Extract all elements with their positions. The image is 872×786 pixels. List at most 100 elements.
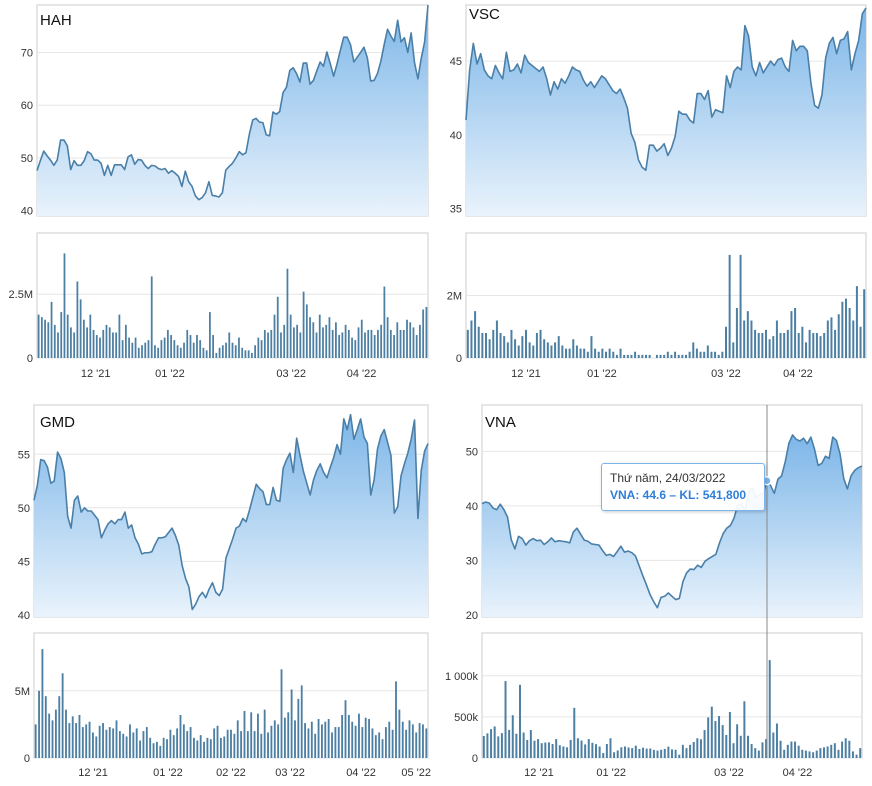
volume-bar[interactable]	[656, 750, 659, 758]
volume-bar[interactable]	[105, 729, 108, 758]
volume-bar[interactable]	[808, 329, 811, 359]
volume-bar[interactable]	[735, 308, 738, 358]
volume-bar[interactable]	[73, 332, 76, 358]
volume-bar[interactable]	[823, 333, 826, 358]
volume-bar[interactable]	[208, 312, 211, 358]
volume-bar[interactable]	[334, 727, 337, 758]
volume-bar[interactable]	[50, 301, 53, 358]
volume-bar[interactable]	[783, 333, 786, 358]
volume-bar[interactable]	[677, 354, 680, 359]
volume-bar[interactable]	[645, 354, 647, 359]
volume-bar[interactable]	[728, 254, 731, 359]
volume-bar[interactable]	[703, 351, 706, 358]
volume-bar[interactable]	[283, 324, 286, 358]
volume-bar[interactable]	[163, 337, 166, 358]
volume-bar[interactable]	[98, 725, 101, 758]
volume-bar[interactable]	[228, 332, 231, 358]
volume-bar[interactable]	[566, 747, 569, 758]
volume-bar[interactable]	[82, 319, 85, 358]
volume-bar[interactable]	[841, 741, 844, 758]
volume-bar[interactable]	[411, 724, 414, 758]
volume-bar[interactable]	[405, 729, 408, 758]
volume-bar[interactable]	[648, 354, 651, 359]
volume-bar[interactable]	[525, 329, 527, 359]
volume-bar[interactable]	[499, 333, 502, 358]
volume-bar[interactable]	[681, 354, 684, 359]
volume-bar[interactable]	[79, 299, 82, 358]
volume-bar[interactable]	[172, 735, 175, 758]
volume-bar[interactable]	[830, 744, 833, 758]
volume-bar[interactable]	[837, 749, 840, 758]
volume-bar[interactable]	[108, 727, 111, 758]
volume-bar[interactable]	[160, 340, 163, 358]
volume-bar[interactable]	[357, 327, 360, 358]
volume-bar[interactable]	[508, 729, 511, 759]
volume-bar[interactable]	[557, 336, 560, 359]
volume-bar[interactable]	[233, 733, 236, 758]
volume-bar[interactable]	[717, 354, 720, 359]
volume-bar[interactable]	[757, 750, 760, 758]
volume-bar[interactable]	[529, 730, 532, 758]
volume-bar[interactable]	[383, 286, 386, 358]
volume-bar[interactable]	[562, 746, 565, 758]
volume-bar[interactable]	[219, 737, 222, 758]
volume-bar[interactable]	[389, 329, 392, 358]
volume-bar[interactable]	[823, 747, 825, 758]
volume-bar[interactable]	[645, 748, 648, 759]
volume-bar[interactable]	[388, 721, 391, 758]
volume-bar[interactable]	[398, 709, 401, 758]
volume-bar[interactable]	[616, 750, 619, 758]
volume-bar[interactable]	[681, 744, 684, 758]
volume-bar[interactable]	[51, 720, 54, 758]
volume-bar[interactable]	[747, 735, 749, 758]
volume-bar[interactable]	[415, 732, 418, 758]
volume-bar[interactable]	[804, 750, 807, 758]
volume-bar[interactable]	[263, 329, 266, 358]
volume-bar[interactable]	[286, 268, 289, 358]
volume-bar[interactable]	[565, 348, 567, 359]
volume-bar[interactable]	[666, 351, 669, 358]
volume-bar[interactable]	[477, 326, 480, 358]
volume-bar[interactable]	[422, 309, 425, 358]
volume-bar[interactable]	[145, 727, 148, 758]
volume-bar[interactable]	[526, 739, 529, 758]
volume-bar[interactable]	[68, 723, 71, 758]
volume-bar[interactable]	[692, 741, 695, 758]
volume-bar[interactable]	[374, 735, 377, 758]
volume-bar[interactable]	[335, 322, 337, 358]
volume-bar[interactable]	[743, 701, 746, 758]
volume-bar[interactable]	[511, 715, 514, 758]
volume-bar[interactable]	[601, 348, 604, 359]
volume-bar[interactable]	[746, 311, 749, 359]
volume-bar[interactable]	[514, 339, 517, 358]
volume-bar[interactable]	[841, 301, 844, 358]
volume-bar[interactable]	[503, 336, 506, 359]
volume-bar[interactable]	[351, 337, 353, 358]
volume-bar[interactable]	[287, 712, 290, 758]
volume-bar[interactable]	[196, 335, 198, 358]
volume-bar[interactable]	[166, 329, 169, 358]
volume-bar[interactable]	[486, 733, 489, 758]
volume-bar[interactable]	[546, 342, 549, 359]
volume-bar[interactable]	[203, 741, 205, 758]
volume-bar[interactable]	[482, 735, 485, 758]
volume-bar[interactable]	[660, 749, 663, 758]
volume-bar[interactable]	[490, 729, 493, 758]
volume-bar[interactable]	[176, 345, 179, 358]
volume-bar[interactable]	[205, 350, 208, 358]
volume-bar[interactable]	[765, 739, 768, 758]
volume-bar[interactable]	[238, 337, 240, 358]
volume-bar[interactable]	[652, 749, 655, 758]
volume-bar[interactable]	[706, 345, 709, 359]
volume-bar[interactable]	[609, 738, 612, 758]
volume-bar[interactable]	[488, 339, 491, 358]
volume-bar[interactable]	[132, 732, 135, 758]
volume-bar[interactable]	[135, 728, 138, 758]
volume-bar[interactable]	[202, 347, 205, 358]
volume-bar[interactable]	[655, 354, 658, 359]
volume-bar[interactable]	[108, 327, 111, 358]
volume-bar[interactable]	[506, 342, 509, 359]
volume-bar[interactable]	[325, 324, 328, 358]
volume-bar[interactable]	[347, 714, 350, 758]
volume-bar[interactable]	[70, 327, 72, 358]
